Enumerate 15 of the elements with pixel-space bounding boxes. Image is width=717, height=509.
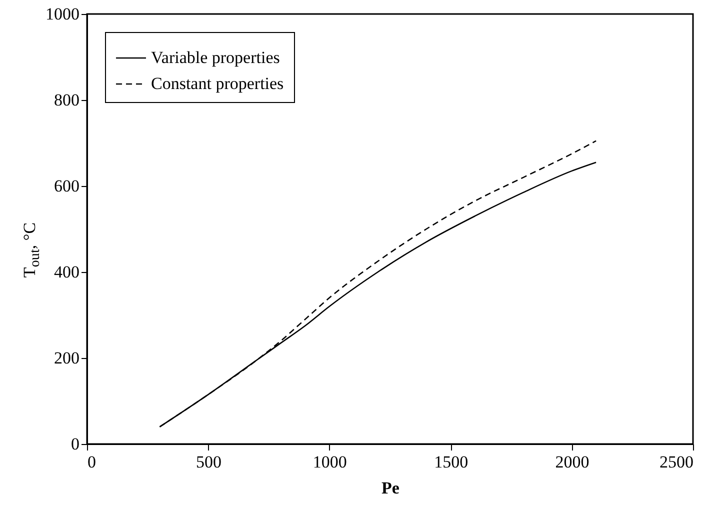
legend-label: Variable properties [151,48,280,67]
y-tick-label: 600 [54,176,80,196]
x-tick-label: 2500 [660,452,694,472]
y-tick-label: 400 [54,262,80,282]
x-axis-title: Pe [382,478,400,498]
x-tick-label: 1000 [312,452,347,472]
x-tick-label: 500 [196,452,222,472]
x-tick-label: 2000 [555,452,590,472]
y-tick-label: 1000 [46,4,80,24]
x-tick-label: 1500 [434,452,468,472]
y-tick-label: 0 [71,434,80,454]
y-tick-label: 800 [54,90,80,110]
legend-label: Constant properties [151,74,284,93]
x-tick-label: 0 [88,452,96,472]
y-tick-label: 200 [54,348,80,368]
